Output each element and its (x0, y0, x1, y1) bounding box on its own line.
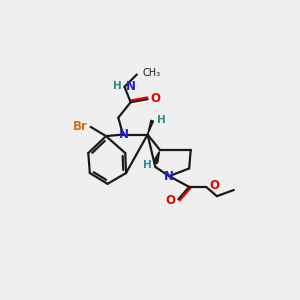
Text: H: H (143, 160, 152, 170)
Text: N: N (119, 128, 129, 141)
Text: O: O (209, 179, 219, 192)
Text: N: N (126, 80, 136, 92)
Text: Br: Br (73, 120, 88, 134)
Polygon shape (148, 120, 154, 135)
Text: N: N (164, 169, 174, 183)
Text: H: H (113, 81, 122, 91)
Text: H: H (157, 115, 166, 125)
Text: O: O (151, 92, 161, 105)
Text: O: O (165, 194, 175, 207)
Text: CH₃: CH₃ (143, 68, 161, 78)
